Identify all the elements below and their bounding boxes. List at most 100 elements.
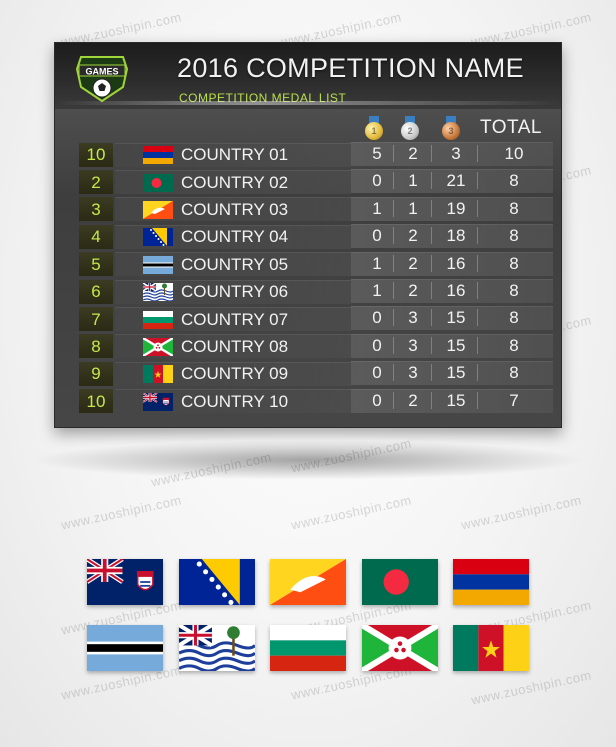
column-divider bbox=[477, 309, 478, 327]
bronze-count: 15 bbox=[446, 390, 466, 410]
table-row: 4 COUNTRY 04 0 2 18 8 bbox=[79, 223, 553, 250]
armenia-flag-icon bbox=[143, 146, 173, 165]
stats-background bbox=[351, 169, 553, 194]
rank-cell: 8 bbox=[79, 334, 113, 359]
gold-count: 0 bbox=[372, 335, 382, 355]
country-cell: COUNTRY 10 bbox=[115, 389, 351, 414]
country-name: COUNTRY 08 bbox=[181, 336, 289, 356]
total-count: 8 bbox=[509, 198, 519, 218]
rank-cell: 5 bbox=[79, 252, 113, 277]
bangladesh-flag-icon bbox=[143, 173, 173, 192]
column-divider bbox=[477, 254, 478, 272]
flag-gallery bbox=[85, 557, 529, 674]
botswana-flag-icon bbox=[87, 625, 163, 671]
column-divider bbox=[393, 391, 394, 409]
stats-background bbox=[351, 196, 553, 221]
total-count: 8 bbox=[509, 226, 519, 246]
silver-count: 2 bbox=[408, 144, 418, 163]
table-row: 9 COUNTRY 09 0 3 15 8 bbox=[79, 360, 553, 387]
bronze-count: 19 bbox=[446, 198, 466, 218]
column-divider bbox=[393, 199, 394, 217]
board-shadow bbox=[30, 440, 586, 480]
column-divider bbox=[393, 172, 394, 190]
burundi-flag-icon bbox=[142, 336, 174, 357]
column-divider bbox=[431, 199, 432, 217]
stats-background bbox=[351, 142, 553, 166]
silver-count: 2 bbox=[408, 390, 418, 410]
column-divider bbox=[431, 172, 432, 190]
gold-count: 0 bbox=[372, 171, 382, 191]
table-row: 10 COUNTRY 01 5 2 3 10 bbox=[79, 141, 553, 168]
total-count: 8 bbox=[509, 280, 519, 300]
stats-background bbox=[351, 278, 553, 303]
country-cell: COUNTRY 01 bbox=[115, 142, 351, 167]
column-divider bbox=[393, 309, 394, 327]
country-name: COUNTRY 10 bbox=[181, 391, 289, 411]
rank-cell: 4 bbox=[79, 224, 113, 249]
column-divider bbox=[477, 391, 478, 409]
gold-count: 5 bbox=[372, 144, 382, 163]
silver-count: 2 bbox=[408, 280, 418, 300]
rank-cell: 9 bbox=[79, 361, 113, 386]
country-cell: COUNTRY 08 bbox=[115, 334, 351, 359]
rank-cell: 7 bbox=[79, 307, 113, 332]
table-row: 8 COUNTRY 08 0 3 15 8 bbox=[79, 333, 553, 360]
bosnia-flag-icon bbox=[178, 559, 255, 605]
watermark-text: www.zuoshipin.com bbox=[289, 492, 413, 533]
bronze-count: 16 bbox=[446, 253, 466, 273]
biot-flag-icon bbox=[142, 282, 174, 302]
column-divider bbox=[393, 364, 394, 382]
medal-table: 10 COUNTRY 01 5 2 3 10 2 COUNTRY 02 0 1 21 8 3 COUNTR… bbox=[79, 141, 553, 415]
cameroon-flag-icon bbox=[143, 365, 173, 384]
silver-count: 3 bbox=[408, 363, 418, 383]
table-row: 5 COUNTRY 05 1 2 16 8 bbox=[79, 251, 553, 278]
silver-count: 1 bbox=[408, 198, 418, 218]
gold-count: 0 bbox=[372, 226, 382, 246]
board-header: GAMES 2016 COMPETITION NAME COMPETITION … bbox=[55, 43, 561, 109]
country-cell: COUNTRY 04 bbox=[115, 224, 351, 249]
bronze-count: 3 bbox=[451, 144, 461, 163]
country-name: COUNTRY 04 bbox=[181, 227, 289, 247]
gold-count: 0 bbox=[372, 308, 382, 328]
watermark-text: www.zuoshipin.com bbox=[59, 492, 183, 533]
column-divider bbox=[393, 145, 394, 162]
stats-background bbox=[351, 361, 553, 386]
silver-count: 2 bbox=[408, 226, 418, 246]
column-divider bbox=[431, 254, 432, 272]
total-column-header: TOTAL bbox=[480, 117, 542, 138]
bronze-count: 21 bbox=[446, 171, 466, 191]
total-count: 8 bbox=[509, 171, 519, 191]
column-divider bbox=[431, 281, 432, 299]
silver-count: 1 bbox=[408, 171, 418, 191]
bronze-medal-icon: 3 bbox=[442, 116, 460, 140]
bangladesh-flag-icon bbox=[361, 559, 438, 605]
table-row: 2 COUNTRY 02 0 1 21 8 bbox=[79, 168, 553, 195]
watermark-text: www.zuoshipin.com bbox=[469, 667, 593, 708]
silver-count: 3 bbox=[408, 335, 418, 355]
rank-cell: 10 bbox=[79, 142, 113, 167]
bronze-count: 18 bbox=[446, 226, 466, 246]
country-name: COUNTRY 06 bbox=[181, 282, 289, 302]
country-cell: COUNTRY 07 bbox=[115, 307, 351, 332]
column-divider bbox=[393, 281, 394, 299]
gold-count: 0 bbox=[372, 390, 382, 410]
column-divider bbox=[431, 364, 432, 382]
stats-background bbox=[351, 333, 553, 358]
silver-count: 3 bbox=[408, 308, 418, 328]
bosnia-flag-icon bbox=[143, 228, 173, 247]
total-count: 8 bbox=[509, 363, 519, 383]
column-divider bbox=[393, 227, 394, 245]
silver-column-header: 2 bbox=[396, 115, 424, 141]
total-count: 7 bbox=[509, 390, 519, 410]
column-divider bbox=[431, 227, 432, 245]
bulgaria-flag-icon bbox=[270, 625, 346, 671]
page-title: 2016 COMPETITION NAME bbox=[177, 53, 524, 83]
column-divider bbox=[477, 145, 478, 162]
bulgaria-flag-icon bbox=[143, 310, 173, 329]
total-count: 8 bbox=[509, 335, 519, 355]
silver-medal-icon: 2 bbox=[401, 116, 419, 140]
table-row: 10 COUNTRY 10 0 2 15 7 bbox=[79, 388, 553, 415]
table-row: 6 COUNTRY 06 1 2 16 8 bbox=[79, 278, 553, 305]
cayman-islands-flag-icon bbox=[85, 557, 163, 605]
column-divider bbox=[477, 199, 478, 217]
